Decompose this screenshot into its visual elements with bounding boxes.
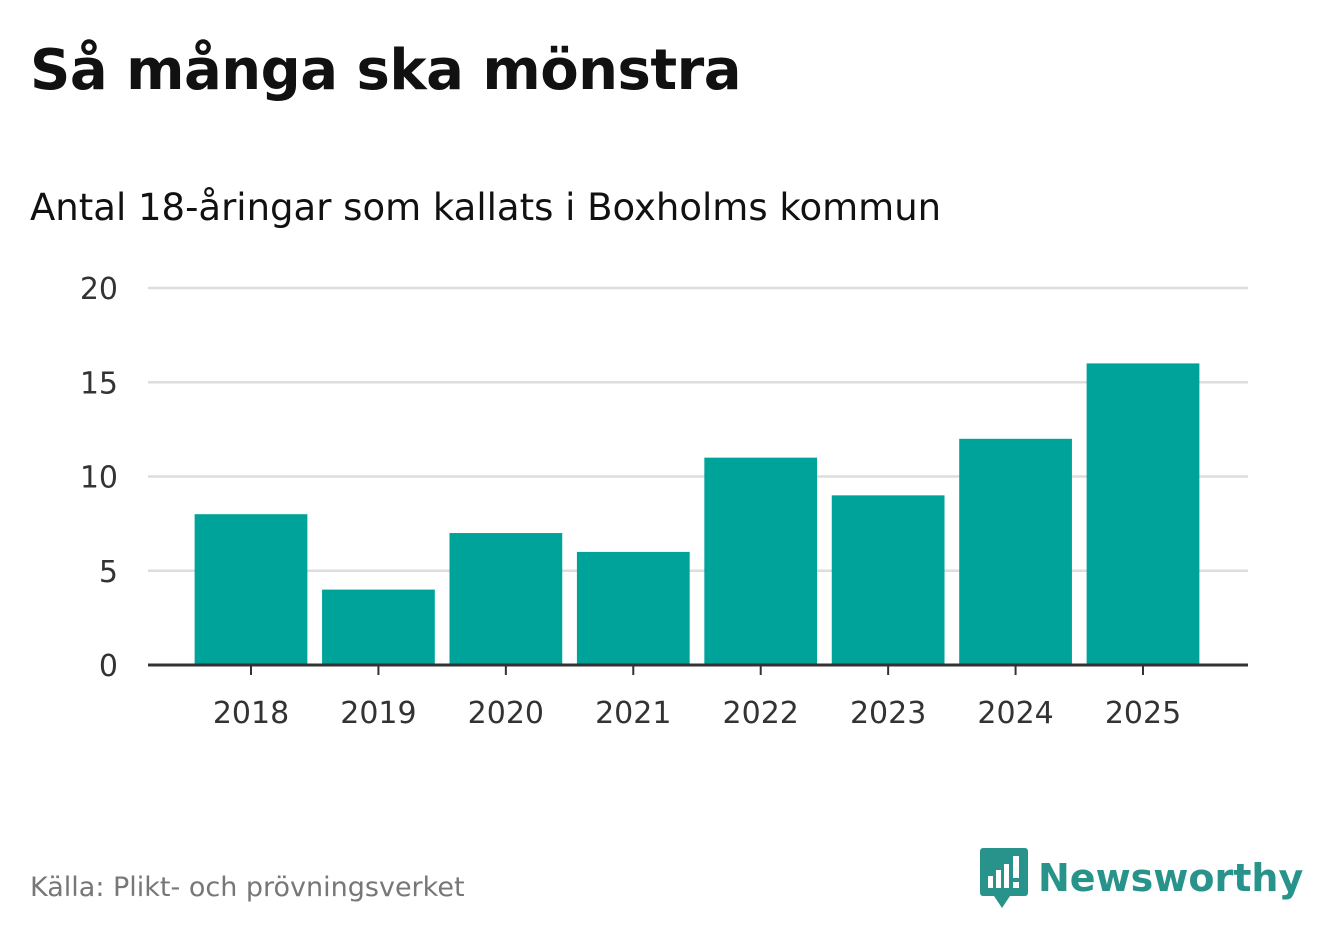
x-tick-label: 2023 <box>850 696 926 731</box>
y-tick-label: 0 <box>99 649 118 684</box>
x-tick-label: 2025 <box>1105 696 1181 731</box>
brand-logo: Newsworthy <box>980 848 1303 908</box>
x-tick-label: 2019 <box>340 696 416 731</box>
bar <box>704 457 818 665</box>
x-tick-label: 2018 <box>213 696 289 731</box>
bar <box>322 589 435 665</box>
bar <box>959 438 1072 665</box>
x-tick-label: 2021 <box>595 696 671 731</box>
y-tick-label: 20 <box>80 272 118 307</box>
bar <box>576 551 690 665</box>
brand-name: Newsworthy <box>1038 856 1304 900</box>
x-tick-label: 2024 <box>977 696 1053 731</box>
x-tick-label: 2020 <box>468 696 544 731</box>
bars <box>194 363 1200 665</box>
source-note: Källa: Plikt- och prövningsverket <box>30 872 465 903</box>
x-axis <box>148 663 1248 675</box>
tick-labels: 0 5 10 15 20 2018 2019 2020 2021 2022 2023 2024 2025 <box>80 272 1181 731</box>
bar <box>194 514 308 665</box>
bar-chart: 0 5 10 15 20 2018 2019 2020 2021 2022 2023 2024 2025 <box>80 272 1248 731</box>
chart-title: Så många ska mönstra <box>30 38 742 103</box>
bar <box>831 495 945 665</box>
x-tick-label: 2022 <box>723 696 799 731</box>
chart-subtitle: Antal 18-åringar som kallats i Boxholms … <box>30 186 942 229</box>
bar <box>449 533 563 665</box>
y-tick-label: 15 <box>80 366 118 401</box>
y-tick-label: 5 <box>99 555 118 590</box>
gridlines <box>148 286 1248 572</box>
y-tick-label: 10 <box>80 461 118 496</box>
newsworthy-logo-icon <box>980 848 1028 908</box>
bar <box>1086 363 1200 665</box>
